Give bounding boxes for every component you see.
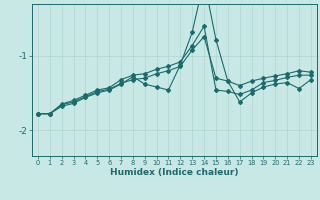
X-axis label: Humidex (Indice chaleur): Humidex (Indice chaleur) xyxy=(110,168,239,177)
